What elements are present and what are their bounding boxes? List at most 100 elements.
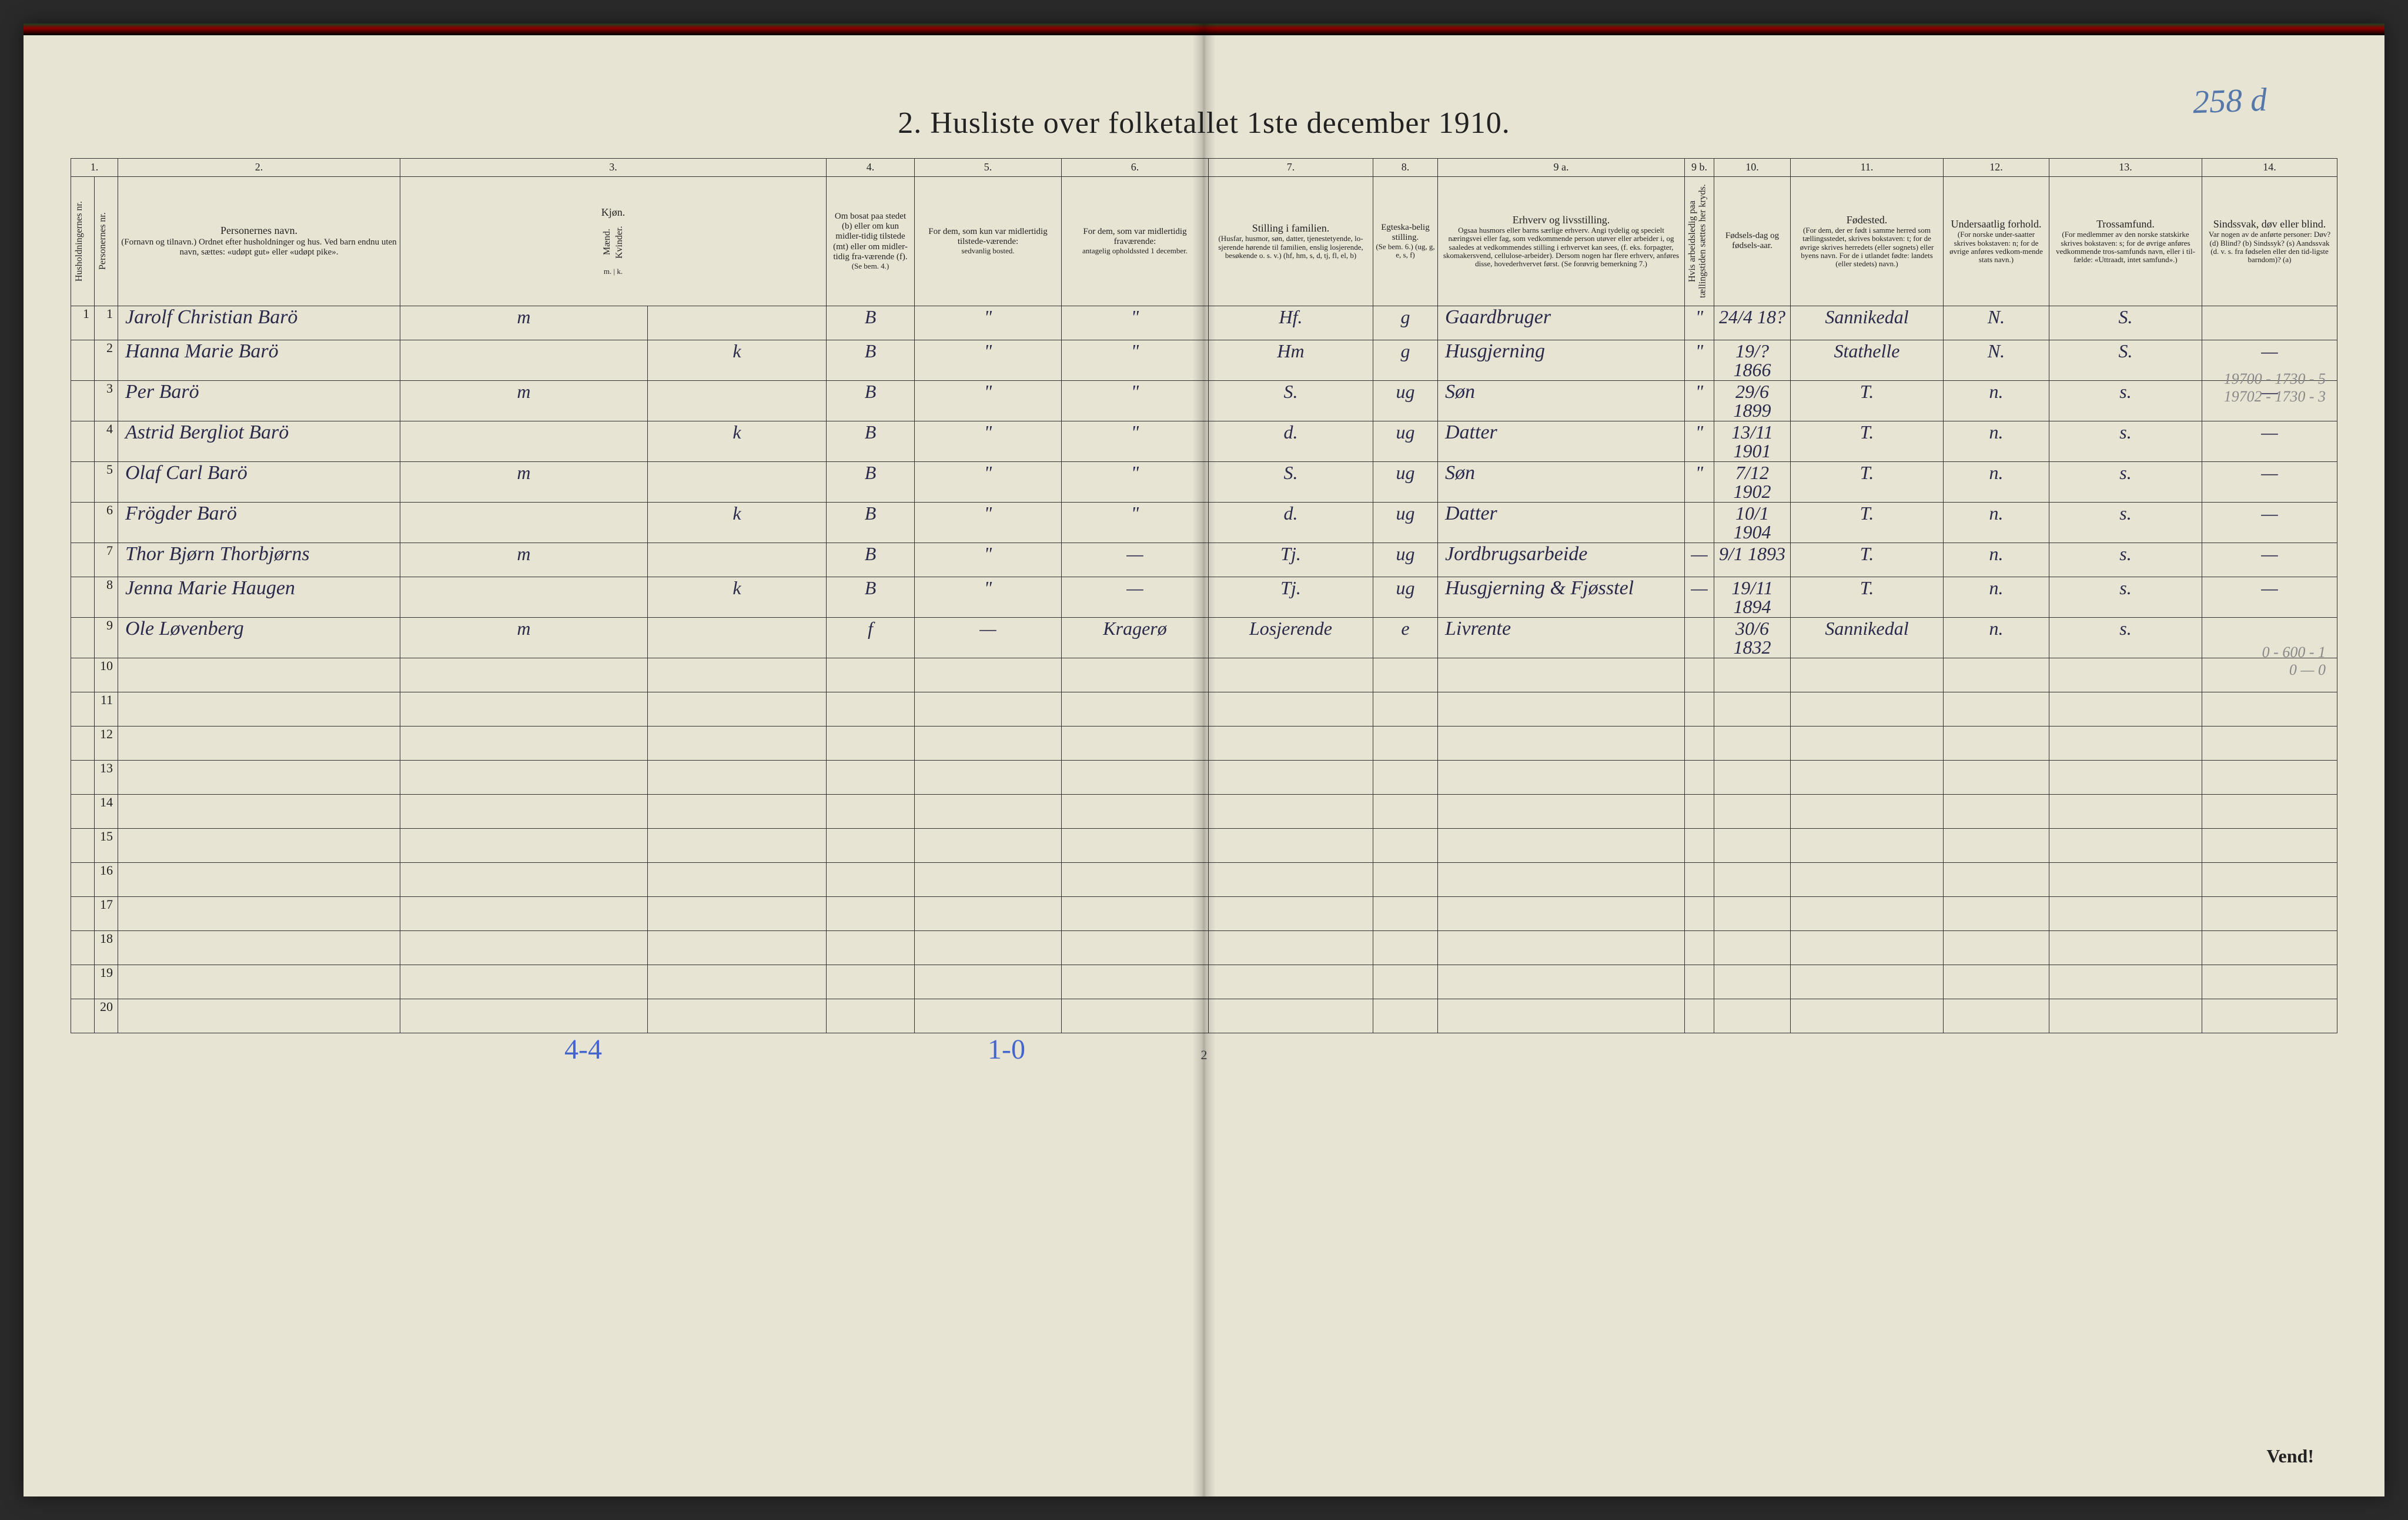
- colnum: 1.: [71, 159, 118, 177]
- table-cell: [915, 999, 1062, 1033]
- table-cell: [1438, 726, 1685, 760]
- table-cell: ug: [1373, 543, 1438, 577]
- table-cell: T.: [1791, 577, 1944, 617]
- table-cell: [118, 692, 400, 726]
- table-cell: T.: [1791, 421, 1944, 461]
- header-fodsel: Fødsels-dag og fødsels-aar.: [1714, 176, 1791, 306]
- table-cell: f: [827, 617, 915, 658]
- header-fravaerende: For dem, som var midlertidig fraværende:…: [1062, 176, 1209, 306]
- table-cell: [1209, 965, 1373, 999]
- table-cell: ": [915, 340, 1062, 380]
- table-cell: 6: [95, 502, 118, 543]
- table-cell: [1714, 862, 1791, 896]
- table-cell: n.: [1944, 543, 2049, 577]
- colnum: 3.: [400, 159, 827, 177]
- table-cell: [71, 658, 95, 692]
- table-cell: [400, 502, 648, 543]
- table-cell: [827, 896, 915, 930]
- colnum: 5.: [915, 159, 1062, 177]
- table-cell: T.: [1791, 543, 1944, 577]
- table-cell: ug: [1373, 502, 1438, 543]
- table-cell: 10/1 1904: [1714, 502, 1791, 543]
- table-row: 11: [71, 692, 2337, 726]
- table-cell: [915, 760, 1062, 794]
- table-cell: —: [1685, 577, 1714, 617]
- table-cell: [2202, 828, 2337, 862]
- table-cell: [118, 794, 400, 828]
- table-cell: [71, 862, 95, 896]
- table-cell: [1209, 726, 1373, 760]
- table-cell: [1685, 965, 1714, 999]
- table-row: 14: [71, 794, 2337, 828]
- table-cell: [1062, 658, 1209, 692]
- table-cell: [1944, 692, 2049, 726]
- table-cell: [1944, 726, 2049, 760]
- table-cell: [1209, 862, 1373, 896]
- table-cell: [2202, 794, 2337, 828]
- table-cell: [647, 896, 826, 930]
- table-cell: [118, 930, 400, 965]
- table-cell: [1209, 692, 1373, 726]
- table-cell: ": [1062, 421, 1209, 461]
- table-cell: [1944, 828, 2049, 862]
- table-cell: B: [827, 340, 915, 380]
- table-cell: [2049, 965, 2202, 999]
- header-person-nr: Personernes nr.: [95, 176, 118, 306]
- table-cell: [1209, 794, 1373, 828]
- table-cell: Jarolf Christian Barö: [118, 306, 400, 340]
- table-cell: ": [1062, 306, 1209, 340]
- table-cell: Søn: [1438, 461, 1685, 502]
- table-cell: Olaf Carl Barö: [118, 461, 400, 502]
- table-row: 6Frögder BarökB""d.ugDatter10/1 1904T.n.…: [71, 502, 2337, 543]
- table-cell: [400, 421, 648, 461]
- table-cell: [71, 577, 95, 617]
- table-cell: [1685, 794, 1714, 828]
- table-cell: [400, 999, 648, 1033]
- table-cell: [71, 930, 95, 965]
- table-cell: [71, 999, 95, 1033]
- table-cell: ug: [1373, 461, 1438, 502]
- header-navn: Personernes navn. (Fornavn og tilnavn.) …: [118, 176, 400, 306]
- table-cell: [71, 543, 95, 577]
- table-cell: [827, 794, 915, 828]
- colnum: 11.: [1791, 159, 1944, 177]
- table-cell: Husgjerning: [1438, 340, 1685, 380]
- table-cell: B: [827, 461, 915, 502]
- table-cell: —: [2202, 577, 2337, 617]
- table-cell: [1062, 794, 1209, 828]
- table-cell: B: [827, 306, 915, 340]
- table-cell: [400, 760, 648, 794]
- table-cell: [1373, 999, 1438, 1033]
- table-cell: 4: [95, 421, 118, 461]
- table-cell: [647, 658, 826, 692]
- table-cell: [1373, 930, 1438, 965]
- table-cell: —: [2202, 461, 2337, 502]
- table-cell: [647, 999, 826, 1033]
- colnum: 4.: [827, 159, 915, 177]
- table-cell: Datter: [1438, 421, 1685, 461]
- table-cell: ug: [1373, 380, 1438, 421]
- table-cell: [118, 828, 400, 862]
- table-cell: [647, 380, 826, 421]
- table-row: 19: [71, 965, 2337, 999]
- table-cell: s.: [2049, 380, 2202, 421]
- table-cell: [1685, 862, 1714, 896]
- table-cell: 9: [95, 617, 118, 658]
- table-cell: S.: [2049, 306, 2202, 340]
- table-cell: [2202, 930, 2337, 965]
- table-cell: [1791, 658, 1944, 692]
- table-cell: T.: [1791, 502, 1944, 543]
- table-cell: B: [827, 577, 915, 617]
- table-cell: [827, 658, 915, 692]
- table-cell: [71, 421, 95, 461]
- table-row: 12: [71, 726, 2337, 760]
- table-cell: 11: [95, 692, 118, 726]
- table-cell: m: [400, 461, 648, 502]
- table-cell: [1062, 965, 1209, 999]
- table-cell: [1062, 726, 1209, 760]
- table-cell: [1791, 999, 1944, 1033]
- table-cell: [1791, 930, 1944, 965]
- table-cell: [1944, 862, 2049, 896]
- table-cell: [1373, 828, 1438, 862]
- table-cell: [1062, 862, 1209, 896]
